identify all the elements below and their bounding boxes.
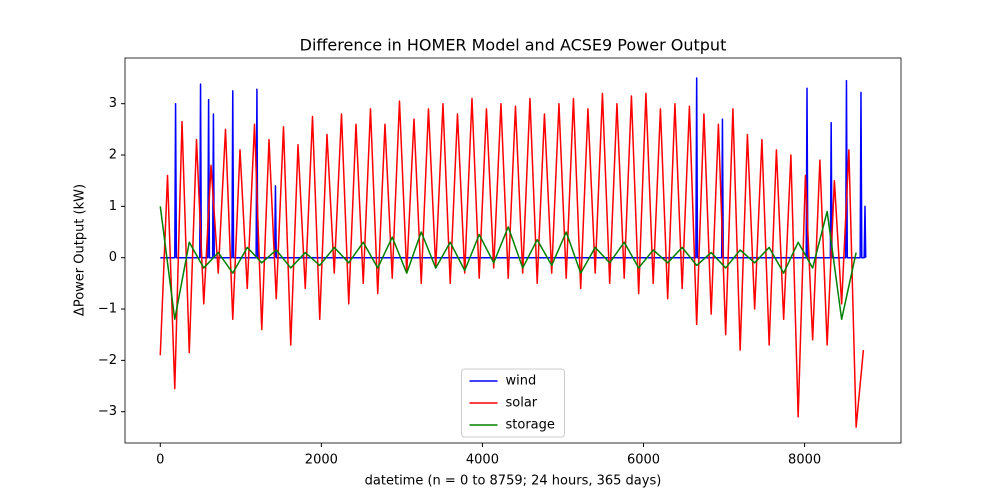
y-tick-label: −3	[98, 404, 117, 419]
x-tick-label: 2000	[305, 453, 338, 468]
x-tick-label: 6000	[627, 453, 660, 468]
x-tick-label: 4000	[466, 453, 499, 468]
y-tick-label: 3	[109, 96, 117, 111]
y-tick-label: −1	[98, 302, 117, 317]
y-tick-label: 2	[109, 148, 117, 163]
legend-label: solar	[506, 396, 538, 411]
legend-label: storage	[506, 418, 555, 433]
chart-title: Difference in HOMER Model and ACSE9 Powe…	[300, 36, 727, 55]
legend-label: wind	[506, 374, 537, 389]
series-line	[160, 77, 867, 259]
x-tick-label: 0	[156, 453, 164, 468]
series-line	[159, 92, 865, 428]
series-line	[159, 206, 857, 321]
y-tick-label: 0	[109, 250, 117, 265]
x-tick-label: 8000	[788, 453, 821, 468]
legend-box	[461, 368, 565, 438]
plot-frame	[124, 57, 902, 444]
y-axis-label: ΔPower Output (kW)	[73, 184, 88, 316]
y-tick-label: −2	[98, 353, 117, 368]
y-tick-label: 1	[109, 199, 117, 214]
x-axis-label: datetime (n = 0 to 8759; 24 hours, 365 d…	[365, 474, 662, 489]
